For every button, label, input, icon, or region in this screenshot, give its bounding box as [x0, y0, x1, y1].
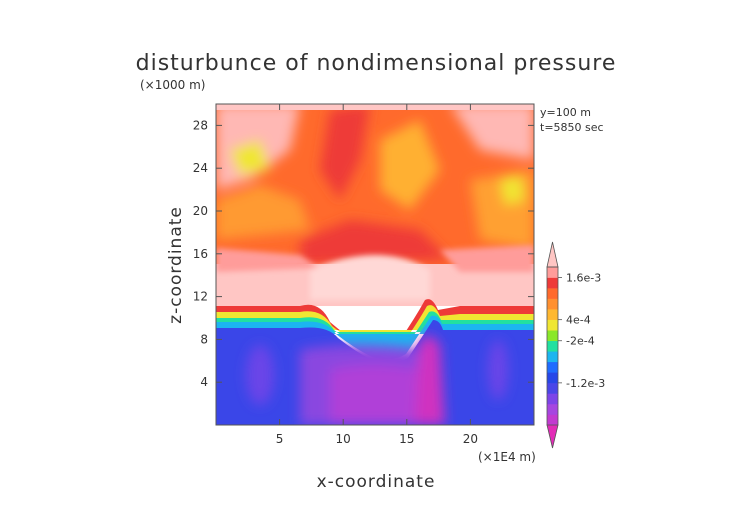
colorbar-label: 1.6e-3 [566, 272, 601, 285]
plot-frame [215, 103, 535, 426]
colorbar-segment [547, 277, 558, 289]
y-axis-ticks: 4 8 12 16 20 24 28 [193, 118, 534, 389]
y-tick-label: 16 [193, 247, 208, 261]
colorbar [546, 241, 559, 449]
colorbar-labels: 1.6e-3 4e-4 -2e-4 -1.2e-3 [558, 272, 605, 390]
annotation-t: t=5850 sec [540, 121, 604, 134]
y-tick-label: 4 [200, 375, 208, 389]
annotation-y: y=100 m [540, 106, 591, 119]
y-axis-label: z-coordinate [166, 206, 186, 324]
y-tick-label: 8 [200, 332, 208, 346]
middle-layer-texture [216, 245, 534, 300]
x-axis-ticks: 5 10 15 20 [276, 104, 478, 446]
colorbar-segment [547, 393, 558, 405]
colorbar-segment [547, 298, 558, 310]
x-tick-label: 15 [399, 432, 414, 446]
colorbar-segment [547, 382, 558, 394]
x-axis-label: x-coordinate [317, 472, 436, 492]
y-tick-label: 28 [193, 118, 208, 132]
colorbar-label: -2e-4 [566, 335, 595, 348]
x-tick-label: 20 [463, 432, 478, 446]
y-unit-label: (×1000 m) [140, 78, 205, 92]
colorbar-segment [547, 267, 558, 278]
colorbar-segment [547, 361, 558, 373]
colorbar-frame [546, 266, 559, 426]
transition-yellow [216, 305, 534, 352]
y-tick-label: 20 [193, 204, 208, 218]
colorbar-segment [547, 340, 558, 352]
colorbar-segment [547, 403, 558, 415]
colorbar-top-arrow [546, 241, 559, 268]
colorbar-bottom-arrow [546, 424, 559, 449]
transition-cyan [216, 315, 534, 360]
colorbar-segment [547, 319, 558, 331]
y-tick-label: 12 [193, 290, 208, 304]
x-tick-label: 5 [276, 432, 284, 446]
colorbar-label: 4e-4 [566, 314, 591, 327]
heatmap-field [216, 104, 534, 425]
colorbar-segment [547, 309, 558, 320]
upper-layer-texture [216, 104, 534, 265]
colorbar-segment [547, 330, 558, 342]
chart-title: disturbunce of nondimensional pressure [136, 51, 617, 76]
x-tick-label: 10 [336, 432, 351, 446]
top-layer [216, 104, 534, 110]
colorbar-segment [547, 372, 558, 384]
colorbar-segment [547, 414, 558, 426]
x-unit-label: (×1E4 m) [478, 450, 536, 464]
colorbar-segment [547, 351, 558, 363]
y-tick-label: 24 [193, 161, 208, 175]
colorbar-segment [547, 288, 558, 299]
lower-layer-texture [246, 336, 508, 425]
transition-layer [216, 299, 534, 348]
colorbar-label: -1.2e-3 [566, 377, 605, 390]
